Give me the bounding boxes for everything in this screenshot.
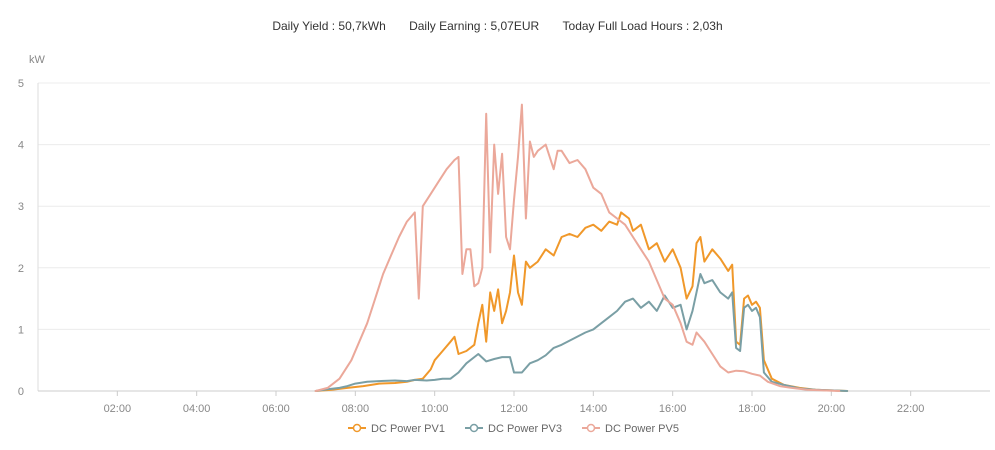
daily-yield-stat: Daily Yield : 50,7kWh: [272, 19, 385, 33]
x-tick-label: 04:00: [183, 403, 211, 415]
y-tick-label: 4: [18, 140, 24, 152]
x-tick-label: 22:00: [897, 403, 925, 415]
x-tick-label: 18:00: [738, 403, 766, 415]
x-tick-label: 20:00: [818, 403, 846, 415]
y-tick-label: 3: [18, 201, 24, 213]
y-tick-label: 2: [18, 263, 24, 275]
x-tick-label: 06:00: [262, 403, 290, 415]
daily-yield-label: Daily Yield :: [272, 19, 336, 33]
x-tick-label: 16:00: [659, 403, 687, 415]
series-lines: [314, 103, 849, 392]
daily-yield-value: 50,7kWh: [338, 19, 386, 33]
axes: kW: [29, 54, 990, 392]
legend: DC Power PV1 DC Power PV3 DC Power PV5: [348, 423, 679, 435]
daily-earning-stat: Daily Earning : 5,07EUR: [409, 19, 539, 33]
full-load-hours-value: 2,03h: [692, 19, 723, 33]
legend-item-label: DC Power PV1: [371, 423, 445, 435]
legend-item-label: DC Power PV5: [605, 423, 679, 435]
x-axis-ticks: 02:00 04:00 06:00 08:00 10:00 12:00 14:00 16:00…: [104, 391, 925, 415]
y-tick-label: 0: [18, 386, 24, 398]
daily-earning-value: 5,07EUR: [490, 19, 540, 33]
legend-swatch-marker: [586, 423, 596, 433]
x-tick-label: 10:00: [421, 403, 449, 415]
full-load-hours-stat: Today Full Load Hours : 2,03h: [563, 19, 723, 33]
x-tick-label: 12:00: [500, 403, 528, 415]
series-line-dc-power-pv3: [314, 273, 849, 392]
y-tick-label: 1: [18, 324, 24, 336]
y-tick-label: 5: [18, 78, 24, 90]
series-line-dc-power-pv1: [314, 211, 849, 392]
x-tick-label: 14:00: [580, 403, 608, 415]
y-axis-ticks: 0 1 2 3 4 5: [18, 78, 24, 398]
full-load-hours-label: Today Full Load Hours :: [562, 19, 690, 33]
x-tick-label: 08:00: [342, 403, 370, 415]
daily-summary-bar: Daily Yield : 50,7kWh Daily Earning : 5,…: [0, 19, 995, 33]
series-line-dc-power-pv5: [314, 103, 841, 392]
y-axis-unit-label: kW: [29, 54, 46, 66]
daily-earning-label: Daily Earning :: [409, 19, 488, 33]
x-tick-label: 02:00: [104, 403, 132, 415]
legend-item-label: DC Power PV3: [488, 423, 562, 435]
legend-swatch-marker: [469, 423, 479, 433]
legend-swatch-marker: [352, 423, 362, 433]
